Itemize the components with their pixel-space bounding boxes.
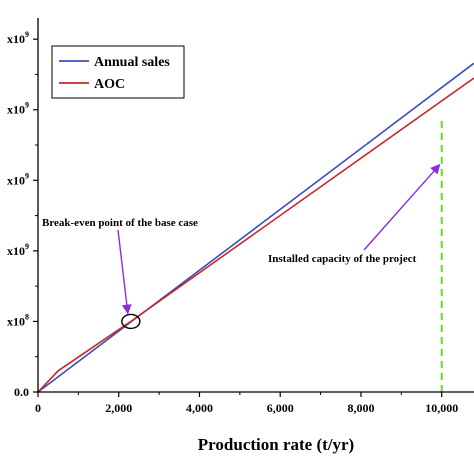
y-tick-label: 0.0	[14, 385, 29, 399]
y-tick-label: x108	[7, 312, 29, 328]
break-even-marker	[121, 313, 141, 330]
break-even-arrow	[117, 229, 132, 315]
y-ticks: 0.0 x108 x109 x109 x109 x109	[7, 30, 38, 399]
y-tick-label: x109	[7, 242, 29, 258]
legend-box	[51, 45, 185, 99]
x-tick-label: 6,000	[267, 401, 294, 415]
x-tick-label: 2,000	[105, 401, 132, 415]
series-line-aoc	[37, 77, 474, 393]
y-tick-label: x109	[7, 101, 29, 117]
annotations: Break-even point of the base case Install…	[42, 163, 441, 330]
series-line-annual-sales	[37, 62, 474, 393]
legend-label: Annual sales	[94, 55, 170, 70]
legend: Annual sales AOC	[51, 45, 185, 99]
series-lines	[37, 62, 474, 393]
y-tick-label: x109	[7, 30, 29, 46]
x-ticks: 0 2,000 4,000 6,000 8,000 10,000	[35, 392, 458, 415]
legend-label: AOC	[94, 77, 125, 92]
x-tick-label: 10,000	[425, 401, 458, 415]
installed-capacity-arrow	[363, 163, 441, 251]
y-tick-label: x109	[7, 171, 29, 187]
x-tick-label: 4,000	[186, 401, 213, 415]
x-tick-label: 0	[35, 401, 41, 415]
installed-capacity-label: Installed capacity of the project	[268, 253, 417, 265]
x-tick-label: 8,000	[347, 401, 374, 415]
break-even-label: Break-even point of the base case	[42, 217, 198, 229]
x-axis-title: Production rate (t/yr)	[198, 435, 354, 454]
